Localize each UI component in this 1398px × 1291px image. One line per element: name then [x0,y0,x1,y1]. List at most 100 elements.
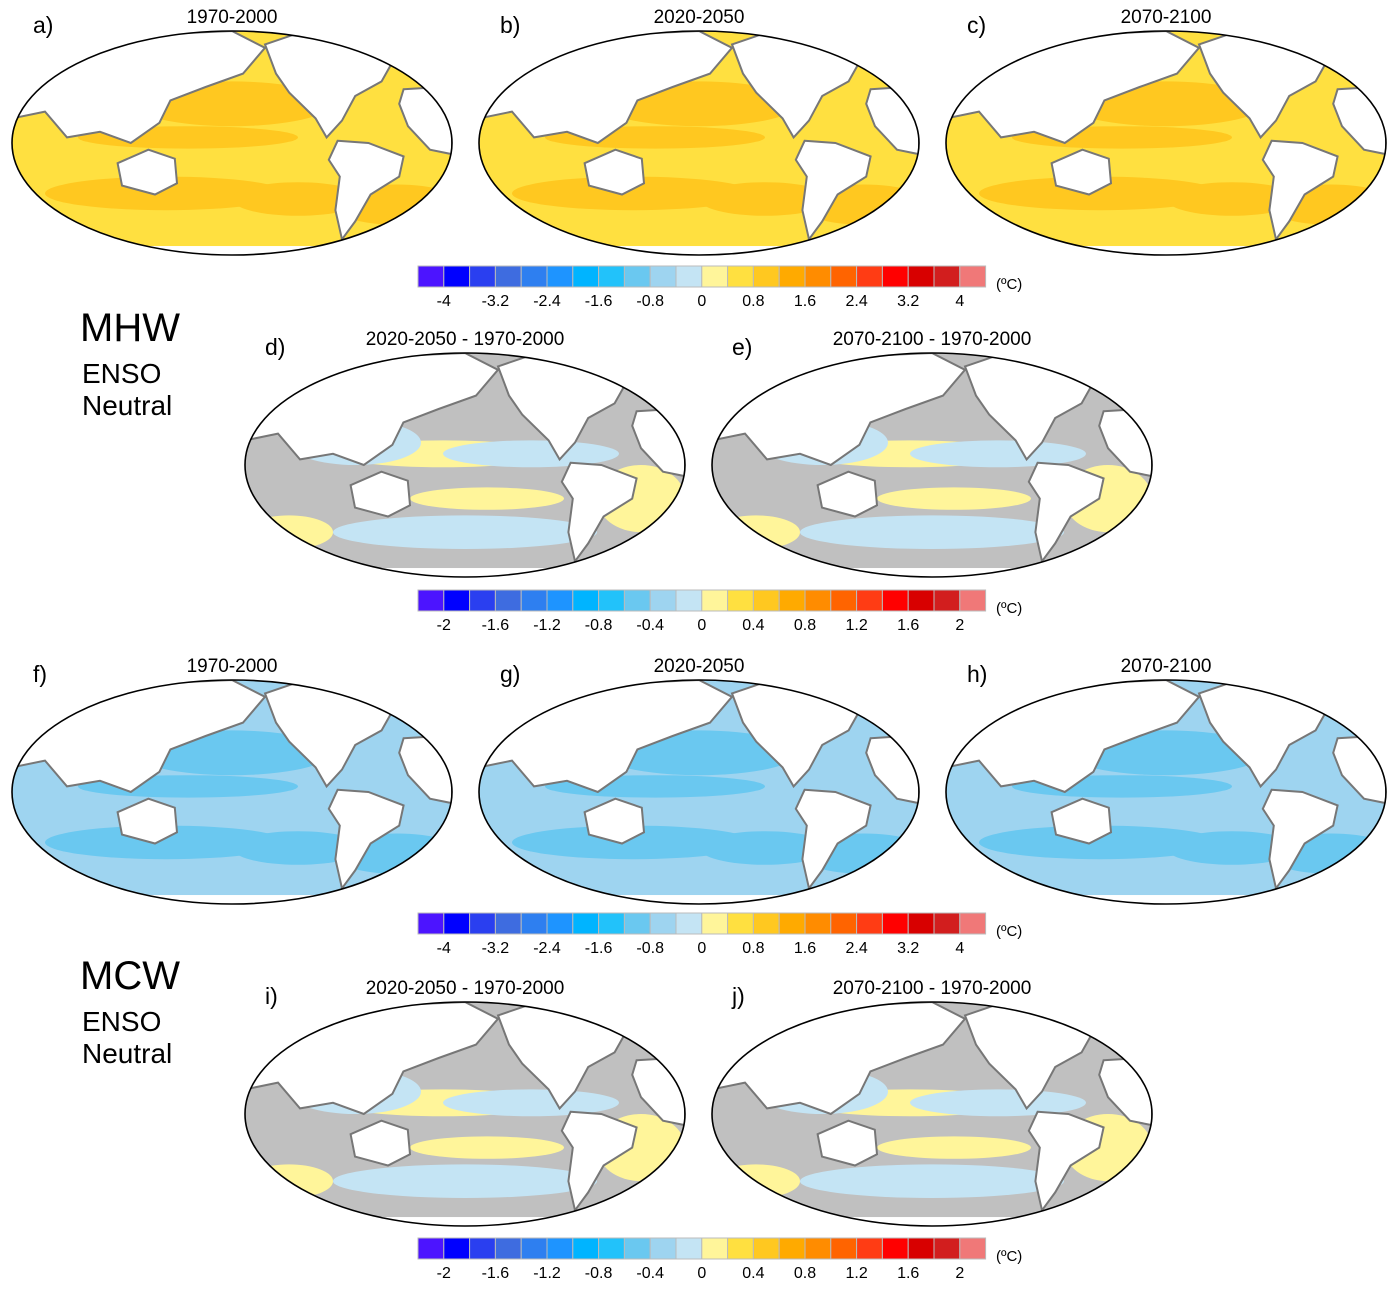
field-contour-negative [800,515,1064,549]
colorbar-swatch [701,1237,729,1260]
continent-greenland [1318,682,1357,715]
field-contour [1166,182,1298,216]
colorbar-swatch [649,589,677,612]
continent-australia [583,148,646,196]
map-panel-f [11,679,453,905]
continent-antarctica [12,895,452,904]
field-contour [979,176,1221,211]
map-border [478,30,920,256]
colorbar-swatch [752,912,780,935]
colorbar-swatch [494,265,522,288]
colorbar-swatch [856,1237,883,1260]
colorbar-swatch [623,912,651,935]
colorbar-2 [417,589,987,612]
colorbar-swatch [675,589,703,612]
colorbar-swatch [804,265,832,288]
field-contour-positive [877,1136,1031,1159]
colorbar-swatch [469,265,496,288]
colorbar-tick-label: 2.4 [845,293,868,310]
colorbar-tick-label: -0.4 [636,617,664,634]
continent-australia [816,470,879,518]
colorbar-tick-label: -2.4 [533,940,561,957]
colorbar-tick-label: -1.6 [481,1265,510,1282]
colorbar-swatch [701,912,729,935]
colorbar-tick-label: 0.4 [742,617,765,634]
colorbar-swatch [830,265,858,288]
colorbar-unit: (ºC) [996,276,1023,293]
colorbar-tick-label: -2 [436,617,451,634]
field-contour [232,831,364,865]
colorbar-swatch [623,1237,651,1260]
map-border [945,679,1387,905]
panel-label: c) [967,12,987,38]
colorbar-tick-label: -3.2 [481,940,510,957]
colorbar-tick-label: -1.6 [584,293,613,310]
colorbar-swatch [881,589,909,612]
field-contour [512,825,754,860]
colorbar-swatch [520,265,548,288]
panel-title: 2070-2100 - 1970-2000 [832,329,1032,350]
map-border [11,30,453,256]
continent-samerica [1027,461,1105,564]
colorbar-swatch [494,589,522,612]
colorbar-tick-label: 2 [955,1265,965,1282]
map-panel-i [244,1001,686,1227]
colorbar-swatch [546,912,574,935]
colorbar-swatch [778,912,806,935]
colorbar-tick-label: -4 [436,940,451,957]
colorbar-swatch [469,912,496,935]
continent-samerica [1261,139,1339,242]
panel-title: 2020-2050 - 1970-2000 [365,978,565,999]
colorbar-swatch [598,589,625,612]
map-border [244,1001,686,1227]
colorbar-3 [417,912,987,935]
continent-greenland [617,355,656,388]
colorbar-swatch [933,1237,961,1260]
colorbar-tick-label: -0.8 [584,617,613,634]
continent-antarctica [245,1217,685,1226]
colorbar-swatch [520,912,548,935]
continent-australia [583,797,646,845]
map-border [244,352,686,578]
colorbar-swatch [572,912,600,935]
continent-antarctica [712,1217,1152,1226]
continent-australia [116,148,179,196]
colorbar-tick-label: -2 [436,1265,451,1282]
continent-greenland [851,682,890,715]
colorbar-tick-label: -1.6 [481,617,510,634]
colorbar-swatch [830,589,858,612]
colorbar-swatch [907,589,935,612]
colorbar-tick-label: 0.4 [742,1265,765,1282]
colorbar-swatch [520,1237,548,1260]
colorbar-tick-label: 1.6 [793,940,817,957]
colorbar-swatch [546,1237,574,1260]
colorbar-tick-label: 0.8 [742,293,765,310]
colorbar-swatch [752,589,780,612]
colorbar-tick-label: 1.2 [845,617,868,634]
colorbar-tick-label: -2.4 [533,293,561,310]
colorbar-tick-label: -0.8 [636,293,664,310]
colorbar-tick-label: -3.2 [481,293,510,310]
colorbar-swatch [675,1237,703,1260]
panel-title: 2070-2100 [1120,7,1212,28]
panel-title: 1970-2000 [186,7,278,28]
continent-samerica [1027,1110,1105,1213]
continent-australia [816,1119,879,1167]
colorbar-swatch [959,912,987,935]
map-panel-c [945,30,1387,256]
continent-samerica [794,139,872,242]
colorbar-swatch [752,265,780,288]
colorbar-swatch [494,1237,522,1260]
colorbar-swatch [443,589,471,612]
panel-title: 1970-2000 [186,656,278,677]
panel-label: i) [265,983,278,1009]
colorbar-swatch [546,589,574,612]
continent-samerica [560,461,638,564]
colorbar-swatch [417,589,445,612]
colorbar-swatch [443,912,471,935]
colorbar-tick-label: -1.6 [584,940,613,957]
colorbar-swatch [907,912,935,935]
colorbar-swatch [881,265,909,288]
colorbar-swatch [469,589,496,612]
continent-antarctica [946,895,1386,904]
